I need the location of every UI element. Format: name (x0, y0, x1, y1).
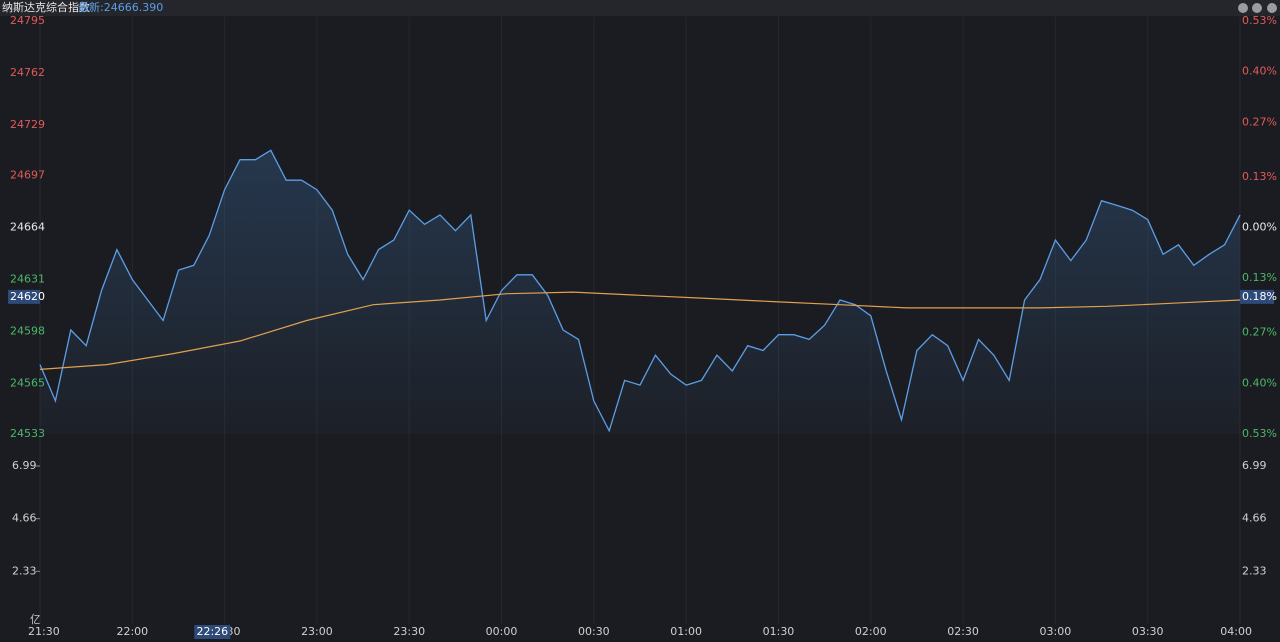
zoom-in-icon[interactable] (1238, 3, 1248, 13)
y2-tick-label: 0.00% (1242, 221, 1277, 234)
zoom-out-icon[interactable] (1252, 3, 1262, 13)
volume-tick-label: 6.99 (12, 459, 37, 472)
y2-tick-label: 0.27% (1242, 326, 1277, 339)
x-tick-label: 02:00 (855, 625, 887, 638)
y-tick-label: 24533 (10, 427, 45, 440)
y2-tick-label: 0.40% (1242, 65, 1277, 78)
pct-marker: 0.18% (1242, 290, 1277, 303)
x-tick-label: 21:30 (28, 625, 60, 638)
y-tick-label: 24631 (10, 273, 45, 286)
price-marker: 24620 (10, 290, 45, 303)
y-tick-label: 24729 (10, 118, 45, 131)
y2-tick-label: 0.53% (1242, 427, 1277, 440)
price-area (40, 150, 1240, 435)
y-tick-label: 24565 (10, 377, 45, 390)
x-tick-label: 03:30 (1132, 625, 1164, 638)
x-tick-label: 02:30 (947, 625, 979, 638)
x-tick-label: 04:00 (1220, 625, 1252, 638)
volume-unit: 亿 (30, 613, 41, 626)
y-tick-label: 24795 (10, 14, 45, 27)
settings-icon[interactable] (1267, 3, 1277, 13)
x-tick-label: 00:30 (578, 625, 610, 638)
chart-title: 纳斯达克综合指数 (2, 0, 90, 14)
x-tick-label: 00:00 (486, 625, 518, 638)
pct-marker-box (1240, 289, 1274, 304)
x-tick-label: 01:00 (670, 625, 702, 638)
y2-tick-label: 0.40% (1242, 376, 1277, 389)
volume-tick-label-right: 6.99 (1242, 459, 1267, 472)
y2-tick-label: 0.53% (1242, 14, 1277, 27)
y-tick-label: 24697 (10, 168, 45, 181)
crosshair-time-box (194, 625, 231, 639)
volume-tick-label-right: 2.33 (1242, 564, 1267, 577)
x-tick-label: 23:00 (301, 625, 333, 638)
x-tick-label: 01:30 (763, 625, 795, 638)
x-tick-label: 03:00 (1040, 625, 1072, 638)
y2-tick-label: 0.27% (1242, 115, 1277, 128)
x-tick-label: 22:00 (116, 625, 148, 638)
top-bar (0, 0, 1280, 16)
average-line (39, 291, 1241, 370)
latest-price: 最新:24666.390 (78, 0, 163, 14)
crosshair-time: 22:26 (196, 625, 228, 638)
volume-tick-label: 2.33 (12, 564, 37, 577)
price-marker-box (8, 289, 40, 304)
y-tick-label: 24664 (10, 221, 45, 234)
y-tick-label: 24762 (10, 66, 45, 79)
x-tick-label: 23:30 (393, 625, 425, 638)
y-tick-label: 24598 (10, 325, 45, 338)
volume-tick-label: 4.66 (12, 512, 37, 525)
y2-tick-label: 0.13% (1242, 170, 1277, 183)
price-line (39, 149, 1241, 433)
y2-tick-label: 0.13% (1242, 271, 1277, 284)
volume-tick-label-right: 4.66 (1242, 512, 1267, 525)
